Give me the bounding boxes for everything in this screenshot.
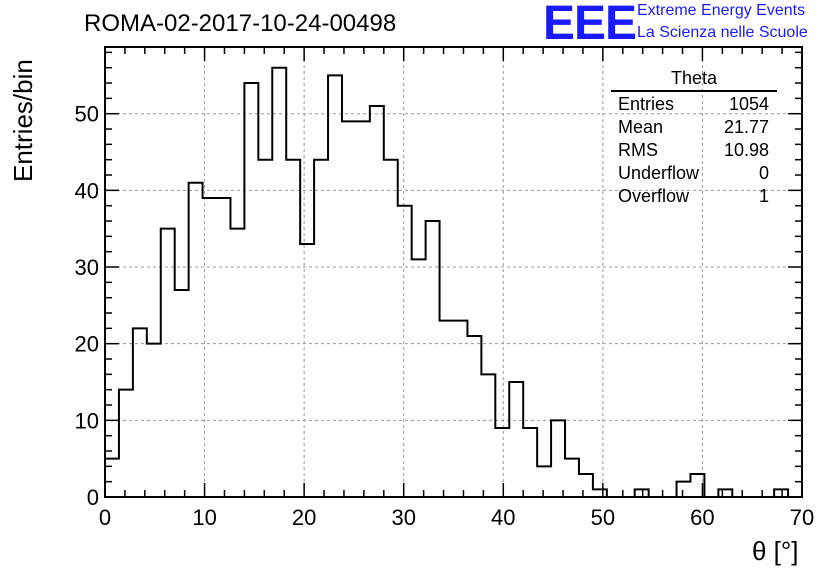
stats-label: Underflow <box>618 163 700 183</box>
histogram-bin <box>133 328 147 497</box>
histogram-bin <box>161 229 175 497</box>
logo-line-2: La Scienza nelle Scuole <box>637 24 808 41</box>
y-tick-label: 10 <box>75 408 99 433</box>
histogram-bin <box>286 160 300 497</box>
histogram-bin <box>454 321 468 497</box>
histogram-bin <box>467 336 481 497</box>
stats-value: 1054 <box>728 94 769 114</box>
stats-label: Mean <box>618 117 664 137</box>
histogram-bin <box>314 160 328 497</box>
histogram-bin <box>300 244 314 497</box>
histogram-bin <box>119 390 133 497</box>
histogram-bin <box>718 489 732 497</box>
x-tick-label: 70 <box>790 505 814 530</box>
histogram-bin <box>356 121 370 497</box>
histogram-bin <box>272 68 286 497</box>
histogram-bin <box>635 489 649 497</box>
histogram-bin <box>342 121 356 497</box>
y-tick-label: 20 <box>75 332 99 357</box>
chart-title: ROMA-02-2017-10-24-00498 <box>84 10 397 37</box>
histogram-bin <box>495 428 509 497</box>
x-axis-label: θ [°] <box>752 536 799 566</box>
histogram-bin <box>537 466 551 497</box>
histogram-bin <box>523 428 537 497</box>
histogram-bin <box>579 474 593 497</box>
histogram-bin <box>481 374 495 497</box>
x-tick-label: 10 <box>192 505 216 530</box>
histogram-bin <box>203 198 217 497</box>
histogram-bin <box>412 259 426 497</box>
histogram-bin <box>398 206 412 497</box>
histogram-bin <box>328 75 342 497</box>
stats-value: 10.98 <box>723 140 769 160</box>
stats-box: Theta Entries 1054 Mean 21.77 RMS 10.98 … <box>611 68 777 208</box>
y-tick-label: 30 <box>75 255 99 280</box>
stats-label: Overflow <box>618 186 690 206</box>
plot-frame <box>104 46 803 498</box>
x-tick-label: 30 <box>391 505 415 530</box>
stats-value: 0 <box>758 163 769 183</box>
histogram-bin <box>244 83 258 497</box>
histogram-bin <box>105 459 119 497</box>
y-tick-label: 40 <box>75 178 99 203</box>
stats-title: Theta <box>611 68 777 92</box>
x-tick-label: 20 <box>292 505 316 530</box>
eee-logo: EEE <box>543 0 637 50</box>
stats-row-underflow: Underflow 0 <box>611 162 777 185</box>
y-tick-label: 50 <box>75 102 99 127</box>
histogram-bin <box>551 420 565 497</box>
logo-line-1: Extreme Energy Events <box>637 2 806 19</box>
histogram-bin <box>384 160 398 497</box>
y-tick-label: 0 <box>87 485 99 510</box>
stats-label: RMS <box>618 140 658 160</box>
x-tick-label: 50 <box>591 505 615 530</box>
histogram-bin <box>677 482 691 497</box>
histogram-bin <box>175 290 189 497</box>
histogram-bin <box>774 489 788 497</box>
histogram-bin <box>440 321 454 497</box>
x-tick-label: 40 <box>491 505 515 530</box>
histogram-bin <box>217 198 231 497</box>
stats-row-rms: RMS 10.98 <box>611 139 777 162</box>
stats-value: 1 <box>758 186 769 206</box>
histogram-bin <box>426 221 440 497</box>
x-tick-label: 60 <box>690 505 714 530</box>
stats-value: 21.77 <box>723 117 769 137</box>
stats-row-mean: Mean 21.77 <box>611 116 777 139</box>
stats-label: Entries <box>618 94 675 114</box>
histogram-bin <box>230 229 244 497</box>
histogram-bin <box>189 183 203 497</box>
histogram-bin <box>370 106 384 497</box>
stats-row-overflow: Overflow 1 <box>611 185 777 208</box>
histogram-bin <box>258 160 272 497</box>
histogram-bin <box>147 344 161 497</box>
stats-row-entries: Entries 1054 <box>611 93 777 116</box>
x-tick-label: 0 <box>99 505 111 530</box>
histogram-bin <box>565 459 579 497</box>
histogram-bin <box>593 489 607 497</box>
histogram-outline <box>104 66 802 498</box>
histogram-bin <box>509 382 523 497</box>
